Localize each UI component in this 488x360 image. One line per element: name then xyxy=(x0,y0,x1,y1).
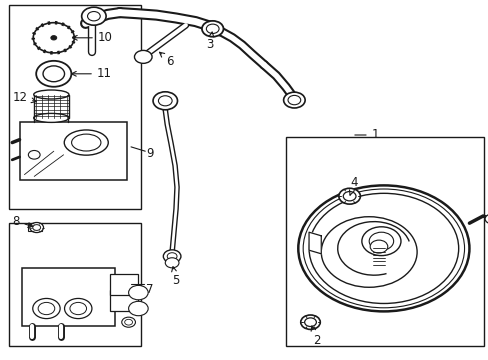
Text: 11: 11 xyxy=(71,67,112,80)
Circle shape xyxy=(165,258,179,268)
Circle shape xyxy=(369,240,387,253)
Bar xyxy=(285,137,483,346)
Circle shape xyxy=(321,217,416,287)
Circle shape xyxy=(70,302,86,315)
Circle shape xyxy=(81,7,106,25)
Circle shape xyxy=(64,298,92,319)
Circle shape xyxy=(368,232,393,250)
Circle shape xyxy=(484,214,488,224)
Text: 6: 6 xyxy=(159,52,174,68)
Circle shape xyxy=(153,92,177,110)
Text: 4: 4 xyxy=(349,176,358,195)
Ellipse shape xyxy=(34,90,69,99)
Circle shape xyxy=(124,319,132,325)
Bar xyxy=(9,5,141,209)
Ellipse shape xyxy=(34,113,69,122)
Circle shape xyxy=(361,227,400,256)
Circle shape xyxy=(51,36,57,40)
Circle shape xyxy=(33,225,41,230)
Circle shape xyxy=(134,50,152,63)
Circle shape xyxy=(300,315,320,329)
Circle shape xyxy=(51,36,57,40)
Circle shape xyxy=(158,96,172,106)
Circle shape xyxy=(308,193,458,303)
Text: 12: 12 xyxy=(12,91,36,104)
Circle shape xyxy=(202,21,223,37)
Polygon shape xyxy=(308,232,321,254)
Circle shape xyxy=(128,301,148,316)
Circle shape xyxy=(343,192,355,201)
Bar xyxy=(28,224,41,231)
Circle shape xyxy=(283,92,305,108)
Circle shape xyxy=(163,250,181,263)
Bar xyxy=(22,268,115,326)
Text: 8: 8 xyxy=(12,215,33,228)
Circle shape xyxy=(38,302,55,315)
Circle shape xyxy=(298,185,468,311)
Circle shape xyxy=(206,24,219,33)
Bar xyxy=(20,122,127,180)
Circle shape xyxy=(304,318,316,327)
Bar xyxy=(110,274,138,296)
Text: 9: 9 xyxy=(146,147,154,159)
Text: 1: 1 xyxy=(354,129,378,141)
Circle shape xyxy=(303,189,464,308)
Text: 3: 3 xyxy=(206,32,214,51)
Bar xyxy=(110,290,138,311)
Circle shape xyxy=(287,95,300,105)
Text: 2: 2 xyxy=(310,326,320,347)
Circle shape xyxy=(37,25,71,50)
Text: 5: 5 xyxy=(171,267,180,287)
Circle shape xyxy=(167,253,177,260)
Circle shape xyxy=(87,12,100,21)
Circle shape xyxy=(338,188,360,204)
Text: 10: 10 xyxy=(72,31,112,44)
Circle shape xyxy=(122,317,135,327)
Bar xyxy=(9,223,141,346)
Text: 7: 7 xyxy=(145,283,153,296)
Circle shape xyxy=(33,298,60,319)
Circle shape xyxy=(128,285,148,300)
Circle shape xyxy=(30,222,43,233)
